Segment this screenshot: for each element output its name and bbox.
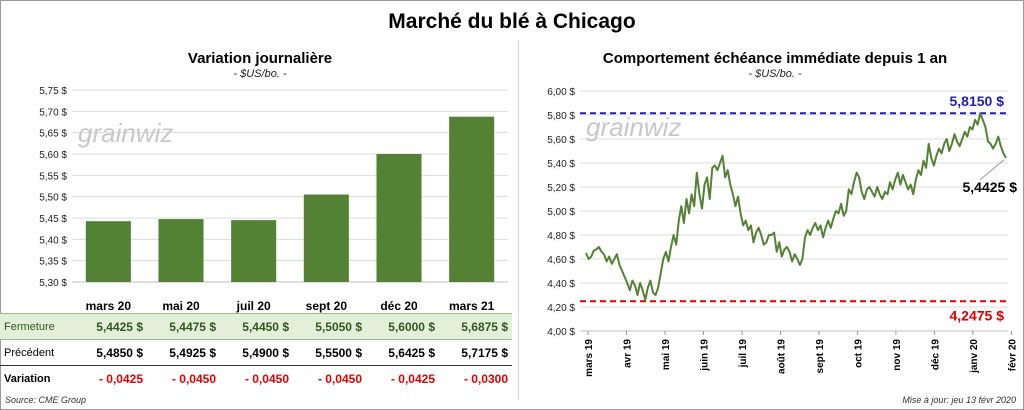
table-cell: 5,6875 $ <box>439 313 512 340</box>
table-cell: 5,4425 $ <box>74 313 147 340</box>
y-tick-label: 4,60 $ <box>547 255 575 266</box>
table-cell: - 0,0300 <box>439 365 512 392</box>
bar <box>449 116 495 282</box>
y-tick-label: 5,75 $ <box>39 86 67 97</box>
low-value-label: 4,2475 $ <box>950 307 1005 323</box>
y-tick-label: 5,50 $ <box>39 193 67 204</box>
y-tick-label: 5,55 $ <box>39 171 67 182</box>
y-tick-label: 5,60 $ <box>39 150 67 161</box>
left-chart-title: Variation journalière <box>187 50 333 67</box>
table-cell: 5,4850 $ <box>96 345 143 360</box>
x-tick-label: oct 19 <box>853 339 864 368</box>
x-tick-label: nov 19 <box>892 339 903 371</box>
table-cell: 5,4900 $ <box>242 345 289 360</box>
table-cell: 5,4475 $ <box>147 313 220 340</box>
x-tick-label: juil 19 <box>738 339 749 369</box>
x-tick-label: mars 20 <box>86 299 132 313</box>
table-cell: 5,4450 $ <box>220 313 293 340</box>
x-tick-label: févr 20 <box>1007 339 1018 372</box>
x-tick-label: juin 19 <box>699 339 710 372</box>
y-tick-label: 5,30 $ <box>39 278 67 289</box>
table-row: Fermeture 5,4425 $ 5,4475 $ 5,4450 $ 5,5… <box>0 313 512 340</box>
y-tick-label: 4,00 $ <box>547 327 575 338</box>
x-tick-label: août 19 <box>776 339 787 374</box>
bar <box>85 221 131 282</box>
watermark-logo: grainwiz <box>78 118 173 148</box>
y-tick-label: 4,20 $ <box>547 303 575 314</box>
y-tick-label: 5,80 $ <box>547 111 575 122</box>
row-label: Variation <box>0 365 74 392</box>
y-tick-label: 5,45 $ <box>39 214 67 225</box>
y-tick-label: 5,65 $ <box>39 129 67 140</box>
front-month-line-chart: grainwiz 4,00 $ 4,20 $ 4,40 $ 4,60 $ 4,80 $ 5… <box>547 87 1018 377</box>
y-tick-label: 5,70 $ <box>39 107 67 118</box>
bar <box>158 219 204 282</box>
y-tick-label: 5,40 $ <box>39 235 67 246</box>
x-tick-label: janv 20 <box>969 339 980 374</box>
right-chart-subtitle: - $US/bo. - <box>748 68 802 80</box>
daily-variation-bar-chart: grainwiz 5,30 $ 5,35 $ 5,40 $ 5,45 $ 5,50 $ 5… <box>39 86 508 313</box>
daily-variation-table: Fermeture 5,4425 $ 5,4475 $ 5,4450 $ 5,5… <box>0 313 512 392</box>
table-cell: 5,7175 $ <box>461 345 508 360</box>
table-cell: 5,5050 $ <box>293 313 366 340</box>
y-tick-label: 5,60 $ <box>547 135 575 146</box>
table-cell: 5,5500 $ <box>315 345 362 360</box>
last-value-leader <box>979 159 1005 181</box>
x-tick-label: juil 20 <box>236 299 271 313</box>
bar <box>231 220 277 282</box>
right-chart-title: Comportement échéance immédiate depuis 1… <box>602 50 948 67</box>
x-tick-label: mai 19 <box>661 339 672 371</box>
y-tick-label: 5,20 $ <box>547 183 575 194</box>
table-cell: - 0,0450 <box>293 365 366 392</box>
y-tick-label: 4,80 $ <box>547 231 575 242</box>
price-line <box>585 112 1007 301</box>
table-cell: - 0,0450 <box>147 365 220 392</box>
x-tick-label: mars 19 <box>584 339 595 377</box>
x-tick-label: sept 19 <box>815 339 826 374</box>
x-tick-label: avr 19 <box>622 339 633 368</box>
table-cell: - 0,0425 <box>74 365 147 392</box>
y-tick-label: 6,00 $ <box>547 87 575 98</box>
panel-divider <box>518 40 519 400</box>
x-tick-label: mai 20 <box>162 299 200 313</box>
x-tick-label: mars 21 <box>449 299 495 313</box>
table-cell: 5,4925 $ <box>169 345 216 360</box>
high-value-label: 5,8150 $ <box>950 93 1005 109</box>
table-cell: - 0,0450 <box>220 365 293 392</box>
bar <box>376 154 422 282</box>
row-label: Fermeture <box>0 313 74 340</box>
bar <box>303 194 349 282</box>
left-chart-subtitle: - $US/bo. - <box>233 68 287 80</box>
source-note: Source: CME Group <box>5 395 87 405</box>
last-value-label: 5,4425 $ <box>963 179 1018 195</box>
y-tick-label: 5,00 $ <box>547 207 575 218</box>
y-tick-label: 5,35 $ <box>39 257 67 268</box>
table-row: Précédent 5,4850 $ 5,4925 $ 5,4900 $ 5,5… <box>0 340 512 366</box>
x-tick-label: déc 20 <box>380 299 418 313</box>
x-tick-label: sept 20 <box>306 299 348 313</box>
row-label: Précédent <box>4 346 55 359</box>
y-tick-label: 4,40 $ <box>547 279 575 290</box>
table-cell: 5,6425 $ <box>388 345 435 360</box>
page-title: Marché du blé à Chicago <box>388 10 636 33</box>
table-cell: - 0,0425 <box>366 365 439 392</box>
watermark-logo: grainwiz <box>586 112 681 142</box>
update-note: Mise à jour: jeu 13 févr 2020 <box>902 395 1016 405</box>
x-tick-label: déc 19 <box>930 339 941 371</box>
table-row: Variation - 0,0425 - 0,0450 - 0,0450 - 0… <box>0 365 512 392</box>
table-cell: 5,6000 $ <box>366 313 439 340</box>
y-tick-label: 5,40 $ <box>547 159 575 170</box>
